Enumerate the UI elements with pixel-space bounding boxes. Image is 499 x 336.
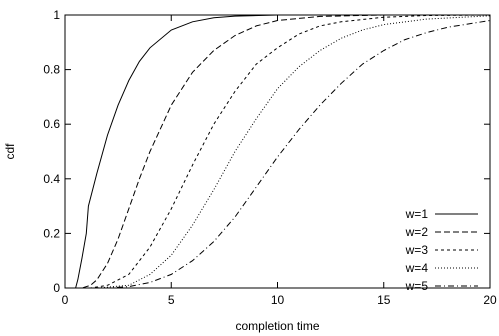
y-axis-label: cdf [3, 143, 17, 160]
series-line-w2 [65, 14, 490, 289]
legend-label: w=4 [405, 261, 429, 275]
y-tick-label: 0 [53, 281, 60, 295]
legend-label: w=5 [405, 279, 429, 293]
x-axis: 0 5 10 15 20 [62, 15, 497, 307]
series-line-w5 [65, 20, 491, 289]
series-line-w1 [65, 14, 490, 289]
plot-lines [65, 14, 491, 289]
y-tick-label: 0.8 [43, 63, 60, 77]
legend-label: w=3 [405, 243, 429, 257]
x-tick-label: 5 [168, 293, 175, 307]
x-axis-label: completion time [235, 319, 319, 333]
series-line-w4 [65, 15, 491, 289]
y-axis: 0 0.2 0.4 0.6 0.8 1 [43, 8, 490, 295]
x-tick-label: 15 [377, 293, 391, 307]
legend: w=1 w=2 w=3 w=4 w=5 [405, 207, 478, 293]
y-tick-label: 0.4 [43, 172, 60, 186]
x-tick-label: 10 [271, 293, 285, 307]
y-tick-label: 0.6 [43, 117, 60, 131]
y-tick-label: 1 [53, 8, 60, 22]
legend-label: w=1 [405, 207, 429, 221]
y-tick-label: 0.2 [43, 226, 60, 240]
x-tick-label: 20 [483, 293, 497, 307]
legend-label: w=2 [405, 225, 429, 239]
series-line-w3 [65, 14, 491, 289]
x-tick-label: 0 [62, 293, 69, 307]
